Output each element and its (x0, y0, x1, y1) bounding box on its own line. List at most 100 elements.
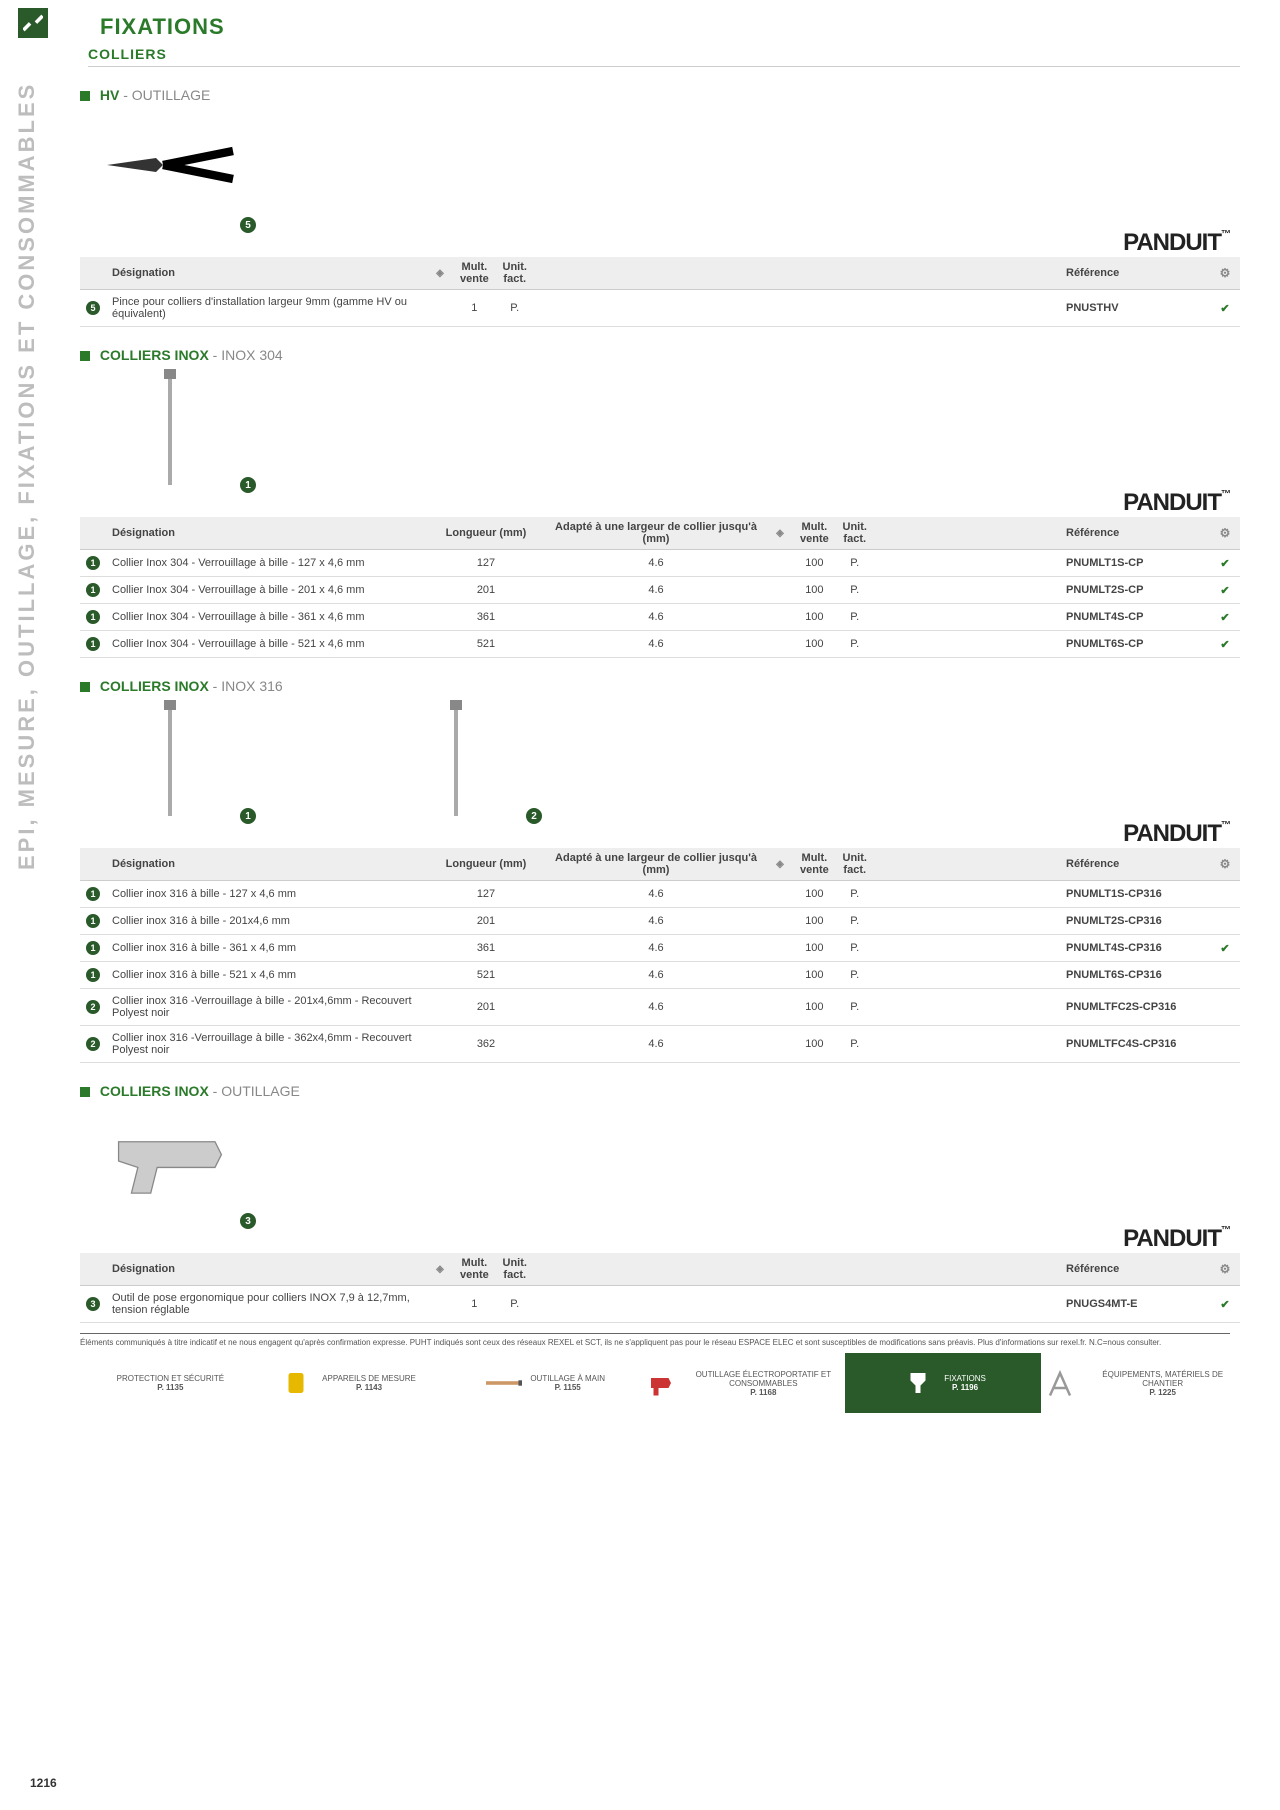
col-config-icon: ⚙ (1210, 1253, 1240, 1286)
cell-adapte: 4.6 (546, 908, 766, 935)
row-number-badge: 1 (80, 935, 106, 962)
cell-mult: 100 (794, 962, 835, 989)
cell-check-icon: ✔ (1210, 604, 1240, 631)
cell-reference: PNUMLT6S-CP (1060, 631, 1210, 658)
col-longueur: Longueur (mm) (426, 517, 546, 550)
catalog-page: FIXATIONS COLLIERS EPI, MESURE, OUTILLAG… (0, 0, 1280, 1810)
cell-longueur: 361 (426, 604, 546, 631)
product-section: HV - OUTILLAGE 5 PANDUIT™ Désignation◈ M… (80, 87, 1240, 327)
section-title-bold: COLLIERS INOX (100, 347, 209, 363)
image-number-badge: 5 (240, 217, 256, 233)
product-table: DésignationLongueur (mm)Adapté à une lar… (80, 848, 1240, 1063)
product-images-row: 1 2 (90, 702, 1240, 832)
product-section: COLLIERS INOX - OUTILLAGE 3 PANDUIT™ Dés… (80, 1083, 1240, 1323)
product-row: 5 Pince pour colliers d'installation lar… (80, 290, 1240, 327)
cell-unit: P. (835, 577, 875, 604)
product-images-row: 1 (90, 371, 1240, 501)
cell-mult: 100 (794, 1026, 835, 1063)
col-wifi-icon: ◈ (426, 257, 454, 290)
cell-reference: PNUMLT4S-CP316 (1060, 935, 1210, 962)
col-wifi-icon: ◈ (426, 1253, 454, 1286)
cell-adapte: 4.6 (546, 881, 766, 908)
cell-mult: 1 (454, 290, 495, 327)
cell-adapte: 4.6 (546, 550, 766, 577)
cell-check-icon: ✔ (1210, 935, 1240, 962)
square-bullet-icon (80, 682, 90, 692)
cell-reference: PNUMLT4S-CP (1060, 604, 1210, 631)
cell-adapte: 4.6 (546, 631, 766, 658)
footer-nav-icon (646, 1365, 676, 1401)
section-title-bold: COLLIERS INOX (100, 1083, 209, 1099)
brand-logo: PANDUIT™ (1123, 1225, 1230, 1253)
cell-unit: P. (495, 290, 535, 327)
col-reference: Référence (1060, 257, 1210, 290)
cell-mult: 100 (794, 577, 835, 604)
col-wifi-icon: ◈ (766, 517, 794, 550)
cell-adapte: 4.6 (546, 604, 766, 631)
cell-reference: PNUMLT1S-CP (1060, 550, 1210, 577)
footer-nav-item[interactable]: APPAREILS DE MESUREP. 1143 (249, 1353, 446, 1413)
cell-mult: 100 (794, 989, 835, 1026)
cell-designation: Collier Inox 304 - Verrouillage à bille … (106, 631, 426, 658)
footer-nav-item[interactable]: FIXATIONSP. 1196 (845, 1353, 1042, 1413)
col-adapte: Adapté à une largeur de collier jusqu'à … (546, 517, 766, 550)
product-row: 1 Collier Inox 304 - Verrouillage à bill… (80, 604, 1240, 631)
col-config-icon: ⚙ (1210, 848, 1240, 881)
col-longueur: Longueur (mm) (426, 848, 546, 881)
col-adapte: Adapté à une largeur de collier jusqu'à … (546, 848, 766, 881)
cell-reference: PNUMLTFC2S-CP316 (1060, 989, 1210, 1026)
product-table: Désignation◈ Mult. vente Unit. fact. Réf… (80, 1253, 1240, 1323)
product-row: 2 Collier inox 316 -Verrouillage à bille… (80, 989, 1240, 1026)
product-image (90, 696, 250, 816)
product-image (90, 105, 250, 225)
brand-logo: PANDUIT™ (1123, 489, 1230, 517)
image-number-badge: 2 (526, 808, 542, 824)
cell-designation: Collier inox 316 à bille - 361 x 4,6 mm (106, 935, 426, 962)
section-title-light: - INOX 304 (209, 347, 283, 363)
col-designation: Désignation (106, 1253, 426, 1286)
col-mult: Mult. vente (794, 848, 835, 881)
footer-nav-item[interactable]: OUTILLAGE À MAINP. 1155 (447, 1353, 644, 1413)
page-number: 1216 (30, 1776, 57, 1790)
footer-nav-item[interactable]: ÉQUIPEMENTS, MATÉRIELS DE CHANTIERP. 122… (1043, 1353, 1240, 1413)
cell-reference: PNUMLT2S-CP316 (1060, 908, 1210, 935)
cell-check-icon (1210, 1026, 1240, 1063)
cell-check-icon: ✔ (1210, 577, 1240, 604)
cell-designation: Collier inox 316 -Verrouillage à bille -… (106, 989, 426, 1026)
cell-mult: 100 (794, 631, 835, 658)
cell-check-icon (1210, 881, 1240, 908)
footer-nav-icon (486, 1365, 522, 1401)
product-row: 1 Collier inox 316 à bille - 361 x 4,6 m… (80, 935, 1240, 962)
footer-nav-icon (73, 1365, 109, 1401)
product-row: 2 Collier inox 316 -Verrouillage à bille… (80, 1026, 1240, 1063)
footer-nav-item[interactable]: PROTECTION ET SÉCURITÉP. 1135 (50, 1353, 247, 1413)
cell-check-icon (1210, 908, 1240, 935)
product-image (90, 365, 250, 485)
cell-reference: PNUGS4MT-E (1060, 1286, 1210, 1323)
cell-adapte: 4.6 (546, 962, 766, 989)
cell-longueur: 521 (426, 962, 546, 989)
cell-mult: 100 (794, 604, 835, 631)
footer-nav-text: ÉQUIPEMENTS, MATÉRIELS DE CHANTIERP. 122… (1085, 1370, 1240, 1397)
cell-designation: Collier inox 316 -Verrouillage à bille -… (106, 1026, 426, 1063)
product-section: COLLIERS INOX - INOX 304 1 PANDUIT™ Dési… (80, 347, 1240, 658)
col-mult: Mult. vente (454, 257, 495, 290)
product-row: 1 Collier inox 316 à bille - 521 x 4,6 m… (80, 962, 1240, 989)
section-title-light: - OUTILLAGE (119, 87, 210, 103)
cell-designation: Outil de pose ergonomique pour colliers … (106, 1286, 426, 1323)
side-category-label: EPI, MESURE, OUTILLAGE, FIXATIONS ET CON… (14, 82, 40, 870)
cell-unit: P. (835, 908, 875, 935)
section-title-light: - INOX 316 (209, 678, 283, 694)
cell-unit: P. (835, 631, 875, 658)
footer-nav-icon (900, 1365, 936, 1401)
cell-check-icon: ✔ (1210, 1286, 1240, 1323)
footer-nav-item[interactable]: OUTILLAGE ÉLECTROPORTATIF ET CONSOMMABLE… (646, 1353, 843, 1413)
cell-check-icon (1210, 962, 1240, 989)
cell-reference: PNUMLT1S-CP316 (1060, 881, 1210, 908)
cell-check-icon: ✔ (1210, 550, 1240, 577)
product-image (90, 1101, 250, 1221)
cell-mult: 100 (794, 935, 835, 962)
col-unit: Unit. fact. (835, 848, 875, 881)
cell-unit: P. (835, 962, 875, 989)
col-reference: Référence (1060, 848, 1210, 881)
